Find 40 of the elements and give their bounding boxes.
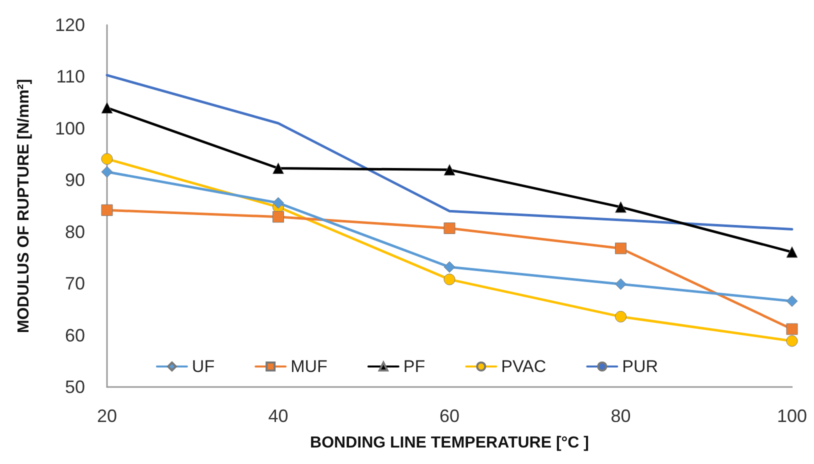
x-tick-label: 100 (776, 406, 808, 426)
y-tick-label: 80 (64, 222, 85, 242)
x-tick-label: 80 (610, 406, 631, 426)
y-tick-label: 110 (56, 66, 85, 87)
y-tick-label: 120 (54, 15, 85, 35)
line-series (106, 74, 794, 231)
legend-label: MUF (290, 357, 328, 376)
x-axis-title: BONDING LINE TEMPERATURE [°C ] (310, 434, 589, 452)
point (786, 335, 798, 347)
point (786, 295, 798, 307)
point (101, 153, 113, 165)
point (101, 166, 113, 178)
point (101, 204, 113, 216)
y-tick-label: 90 (64, 170, 85, 190)
point (615, 201, 626, 213)
point (444, 164, 456, 176)
point (615, 310, 626, 322)
y-tick-label: 60 (64, 325, 85, 346)
y-tick-label: 100 (54, 118, 85, 138)
x-tick-label: 40 (268, 406, 288, 426)
point (786, 246, 798, 258)
y-tick-label: 70 (64, 274, 85, 294)
x-tick-label: 60 (439, 406, 460, 426)
point (101, 102, 113, 114)
legend-label: UF (192, 357, 215, 376)
y-tick-label: 50 (64, 377, 85, 397)
point (615, 242, 626, 254)
legend-label: PVAC (501, 357, 546, 376)
x-tick-label: 20 (96, 406, 118, 426)
y-axis-title: MODULUS OF RUPTURE [N/mm²] (16, 78, 32, 334)
point (615, 278, 626, 290)
point (444, 261, 456, 273)
point (272, 197, 284, 209)
legend-label: PUR (622, 357, 658, 376)
point (786, 323, 798, 335)
legend-label: PF (403, 357, 426, 376)
point (444, 274, 456, 286)
point (272, 162, 284, 174)
point (272, 211, 284, 223)
point (444, 222, 456, 234)
